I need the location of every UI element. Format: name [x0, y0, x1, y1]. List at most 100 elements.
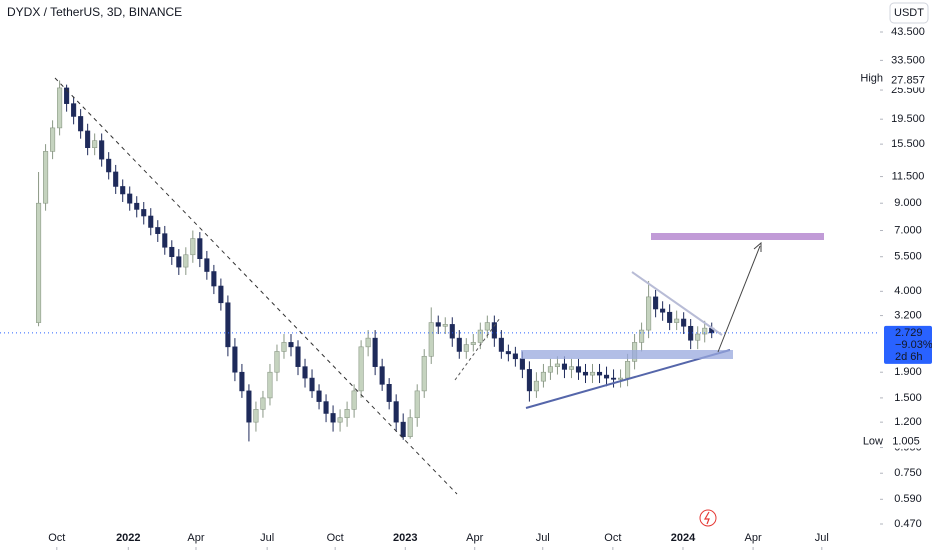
candle-body	[162, 233, 168, 248]
candle-body	[435, 322, 441, 327]
candle-body	[400, 421, 406, 437]
candle-body	[681, 318, 687, 327]
candle-body	[407, 417, 413, 437]
candle-body	[50, 127, 56, 152]
candle-body	[674, 318, 680, 323]
candle-body	[463, 344, 469, 352]
candle-body	[393, 401, 399, 423]
y-tick-label: 19.500	[891, 113, 925, 125]
high-label: High	[860, 72, 883, 84]
y-tick-label: 0.590	[894, 493, 922, 505]
low-label: Low	[863, 435, 883, 447]
candle-body	[176, 256, 182, 268]
x-tick-label: Apr	[187, 532, 204, 544]
y-tick-label: 15.500	[891, 138, 925, 150]
event-icon[interactable]	[699, 509, 717, 527]
x-tick-label: Jul	[815, 532, 829, 544]
candle-body	[92, 140, 98, 149]
x-tick-label: Oct	[604, 532, 621, 544]
candle-body	[386, 384, 392, 402]
candle-body	[225, 302, 231, 348]
candle-body	[323, 401, 329, 414]
candle-body	[127, 193, 133, 204]
candle-body	[344, 409, 350, 419]
candle-body	[512, 353, 518, 360]
y-tick-label: 3.200	[894, 309, 922, 321]
x-tick-label: Oct	[48, 532, 65, 544]
y-tick-label: 0.470	[894, 518, 922, 530]
x-tick-label: 2023	[393, 532, 417, 544]
candle-body	[526, 369, 532, 392]
candle-body	[470, 342, 476, 345]
candle-body	[64, 87, 70, 104]
candle-body	[260, 397, 266, 410]
candle-body	[239, 371, 245, 392]
candle-body	[71, 103, 77, 117]
candle-body	[36, 202, 42, 323]
y-tick-label: 1.900	[894, 366, 922, 378]
candle-body	[302, 366, 308, 379]
x-tick-label: Apr	[466, 532, 483, 544]
symbol-title: DYDX / TetherUS, 3D, BINANCE	[7, 5, 182, 19]
last-price: 2.729	[895, 327, 923, 339]
candle-body	[611, 377, 617, 380]
candle-body	[43, 151, 49, 204]
candle-body	[554, 363, 560, 367]
low-value: 1.005	[892, 435, 920, 447]
y-tick-label: 4.000	[894, 285, 922, 297]
candle-body	[288, 342, 294, 348]
candle-body	[547, 366, 553, 373]
x-tick-label: 2022	[116, 532, 140, 544]
candle-body	[120, 186, 126, 195]
candle-body	[267, 371, 273, 399]
trend-line	[54, 77, 458, 495]
low-bg	[884, 434, 930, 449]
candle-body	[505, 351, 511, 355]
candle-body	[561, 363, 568, 370]
y-tick-label: 5.500	[894, 251, 922, 263]
candle-body	[702, 327, 708, 335]
triangle-line	[525, 349, 731, 409]
candle-body	[78, 116, 84, 132]
trend-line	[454, 317, 501, 381]
change: −9.03%	[895, 339, 932, 351]
candle-body	[169, 246, 175, 258]
candle-body	[183, 254, 189, 268]
y-tick-label: 1.500	[894, 392, 922, 404]
candle-body	[99, 140, 105, 160]
candle-body	[596, 371, 603, 376]
candle-body	[365, 337, 371, 348]
candle-body	[653, 296, 659, 310]
event-icon-bolt	[703, 511, 710, 525]
candle-body	[204, 258, 210, 272]
candle-body	[337, 417, 343, 423]
y-tick-label: 7.000	[894, 224, 922, 236]
candle-body	[57, 87, 63, 129]
high-value: 27.857	[891, 74, 925, 86]
candle-body	[618, 377, 624, 380]
candle-body	[491, 322, 497, 339]
candle-body	[106, 158, 112, 173]
high-bg	[884, 73, 930, 88]
currency-button[interactable]	[889, 2, 929, 24]
candle-body	[372, 337, 378, 367]
candle-body	[568, 366, 575, 370]
candle-body	[134, 202, 140, 210]
y-tick-label: 0.750	[894, 467, 922, 479]
y-tick-label: 33.500	[891, 54, 925, 66]
support-zone	[521, 350, 733, 359]
candle-body	[603, 374, 610, 379]
candle-body	[639, 329, 645, 343]
candle-body	[85, 130, 91, 149]
candle-body	[646, 296, 652, 331]
candle-body	[625, 361, 631, 379]
triangle-line	[631, 271, 723, 336]
candle-body	[575, 366, 582, 373]
candle-body	[232, 346, 238, 373]
candle-body	[498, 337, 504, 352]
candle-body	[316, 390, 322, 402]
candle-body	[190, 238, 196, 256]
y-tick-label: 11.500	[892, 170, 925, 182]
y-tick-label: 9.000	[894, 197, 922, 209]
